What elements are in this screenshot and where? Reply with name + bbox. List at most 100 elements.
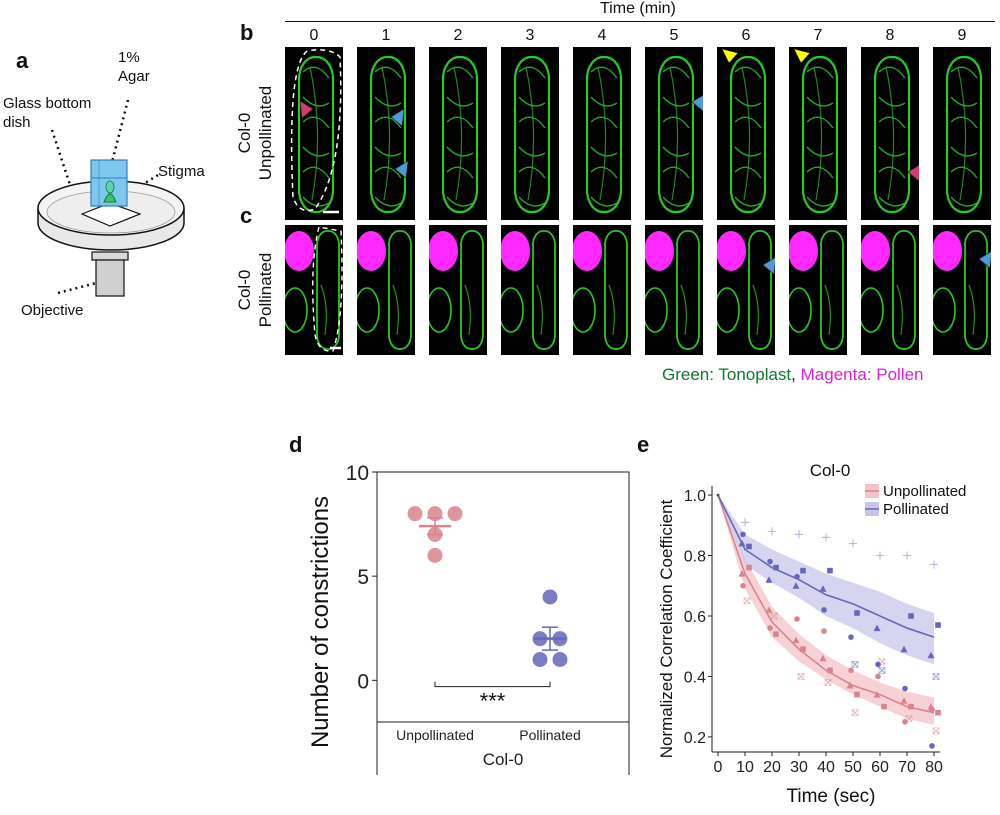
chart-e-point-unpollinated bbox=[738, 570, 746, 577]
chart-e-point-unpollinated bbox=[797, 673, 805, 680]
chart-e-point-unpollinated bbox=[848, 667, 854, 674]
chart-e-point-pollinated bbox=[773, 564, 779, 571]
chart-e-point-unpollinated bbox=[743, 597, 751, 605]
time-label-1: 1 bbox=[381, 27, 391, 44]
chart-e-point-pollinated bbox=[851, 660, 859, 668]
chart-e-ylabel: Normalized Correlation Coefficient bbox=[657, 499, 676, 758]
chart-e-ytick-label: 0.6 bbox=[684, 609, 706, 626]
chart-e-point-unpollinated bbox=[932, 727, 940, 735]
chart-e-point-pollinated bbox=[903, 551, 911, 560]
micrograph-unpollinated-t4 bbox=[573, 47, 631, 220]
caption-sep: , bbox=[791, 365, 801, 384]
objective-leader bbox=[57, 280, 101, 295]
chart-e-point-unpollinated bbox=[827, 667, 833, 674]
chart-e-point-pollinated bbox=[927, 651, 935, 659]
chart-e-point-pollinated bbox=[821, 607, 827, 613]
micrograph-unpollinated-t2 bbox=[429, 47, 487, 220]
chart-e-point-unpollinated bbox=[873, 691, 881, 698]
row-label-unpollinated-genotype: Col-0 bbox=[235, 112, 254, 154]
chart-e-point-unpollinated bbox=[908, 703, 914, 710]
chart-d-category-label: Unpollinated bbox=[396, 727, 474, 743]
chart-e-point-unpollinated bbox=[935, 709, 941, 716]
setup-illustration bbox=[37, 99, 185, 297]
chart-e-xtick-label: 40 bbox=[817, 759, 835, 776]
chart-e-point-pollinated bbox=[746, 543, 752, 550]
chart-e-point-unpollinated bbox=[767, 625, 773, 631]
chart-e-ribbon-unpollinated bbox=[718, 495, 934, 725]
label-glass-bottom-dish: Glass bottom dish bbox=[3, 95, 92, 131]
chart-e-point-pollinated bbox=[768, 527, 776, 536]
chart-e-point-pollinated bbox=[929, 743, 935, 749]
chart-d: 0 5 10 Number of constrictions Unpollinated P… bbox=[307, 462, 630, 775]
panel-c-letter: c bbox=[240, 203, 253, 228]
chart-d-point bbox=[552, 652, 568, 667]
micrograph-pollinated-t7 bbox=[789, 225, 847, 355]
time-label-7: 7 bbox=[813, 27, 823, 44]
chart-e-point-pollinated bbox=[848, 634, 854, 640]
time-label-5: 5 bbox=[669, 27, 679, 44]
chart-e-point-unpollinated bbox=[854, 691, 860, 698]
chart-d-point bbox=[447, 506, 463, 522]
objective bbox=[91, 251, 129, 297]
micrograph-pollinated-t1 bbox=[357, 225, 415, 355]
coverslip bbox=[80, 202, 142, 227]
micrograph-unpollinated-t7 bbox=[789, 47, 847, 220]
chart-e-point-pollinated bbox=[792, 582, 800, 589]
time-label-9: 9 bbox=[957, 27, 967, 44]
chart-e-point-unpollinated bbox=[929, 706, 935, 713]
chart-e-point-pollinated bbox=[878, 667, 886, 674]
chart-e-point-unpollinated bbox=[851, 709, 859, 717]
chart-e-point-unpollinated bbox=[846, 682, 854, 689]
chart-e-point-unpollinated bbox=[932, 727, 940, 735]
chart-e-point-unpollinated bbox=[792, 636, 800, 644]
chart-e-point-pollinated bbox=[935, 622, 941, 628]
micrograph-pollinated-t2 bbox=[429, 225, 487, 355]
chart-e-ytick-label: 0.8 bbox=[684, 549, 706, 566]
chart-e-legend-label: Pollinated bbox=[883, 501, 949, 518]
chart-e-point-pollinated bbox=[827, 567, 833, 574]
micrograph-row-pollinated bbox=[285, 225, 999, 355]
micrograph-pollinated-t4 bbox=[573, 225, 631, 355]
chart-e-xtick-label: 50 bbox=[844, 759, 862, 776]
time-label-0: 0 bbox=[309, 27, 319, 44]
chart-e-point-pollinated bbox=[930, 560, 938, 569]
micrograph-unpollinated-t6 bbox=[717, 47, 775, 220]
chart-e-point-unpollinated bbox=[851, 709, 859, 717]
chart-e-point-unpollinated bbox=[746, 564, 752, 571]
chart-e-point-pollinated bbox=[851, 660, 859, 668]
chart-e-point-pollinated bbox=[819, 585, 827, 592]
micrograph-pollinated-t8 bbox=[861, 225, 919, 355]
micrograph-pollinated-t3 bbox=[501, 225, 559, 355]
chart-e-xtick-label: 20 bbox=[763, 759, 781, 776]
micrograph-pollinated-t9 bbox=[933, 225, 991, 355]
chart-e-point-unpollinated bbox=[743, 597, 751, 605]
chart-d-category-label: Pollinated bbox=[519, 727, 581, 743]
label-stigma: Stigma bbox=[158, 163, 205, 180]
row-label-pollinated-genotype: Col-0 bbox=[235, 269, 254, 311]
chart-d-point bbox=[427, 547, 443, 563]
chart-e-point-pollinated bbox=[854, 610, 860, 616]
micrograph-unpollinated-t3 bbox=[501, 47, 559, 220]
panel-e-letter: e bbox=[637, 432, 650, 457]
chart-e-legend-label: Unpollinated bbox=[883, 483, 966, 500]
chart-e-xlabel: Time (sec) bbox=[786, 786, 875, 807]
chart-e-xtick-label: 0 bbox=[714, 759, 723, 776]
label-objective: Objective bbox=[21, 302, 84, 319]
chart-e-origin-point bbox=[716, 493, 720, 497]
chart-e-ytick-label: 0.4 bbox=[684, 669, 706, 686]
caption-green: Green: Tonoplast bbox=[662, 365, 792, 384]
time-labels: 0 1 2 3 4 5 6 7 8 9 bbox=[285, 27, 997, 47]
chart-e-point-unpollinated bbox=[797, 673, 805, 680]
chart-e-xtick-label: 30 bbox=[790, 759, 808, 776]
micrograph-pollinated-t6 bbox=[717, 225, 775, 355]
micrograph-unpollinated-t0 bbox=[285, 47, 343, 220]
chart-e-point-pollinated bbox=[800, 567, 806, 574]
color-legend-caption: Green: Tonoplast, Magenta: Pollen bbox=[662, 365, 924, 385]
chart-d-point bbox=[542, 589, 558, 605]
chart-d-sig-bracket bbox=[434, 681, 551, 688]
chart-e-point-pollinated bbox=[900, 645, 908, 653]
row-label-unpollinated-condition: Unpollinated bbox=[256, 85, 275, 181]
chart-e-xtick-label: 70 bbox=[898, 759, 916, 776]
chart-e-point-pollinated bbox=[795, 530, 803, 539]
stigma-leader bbox=[117, 173, 159, 202]
